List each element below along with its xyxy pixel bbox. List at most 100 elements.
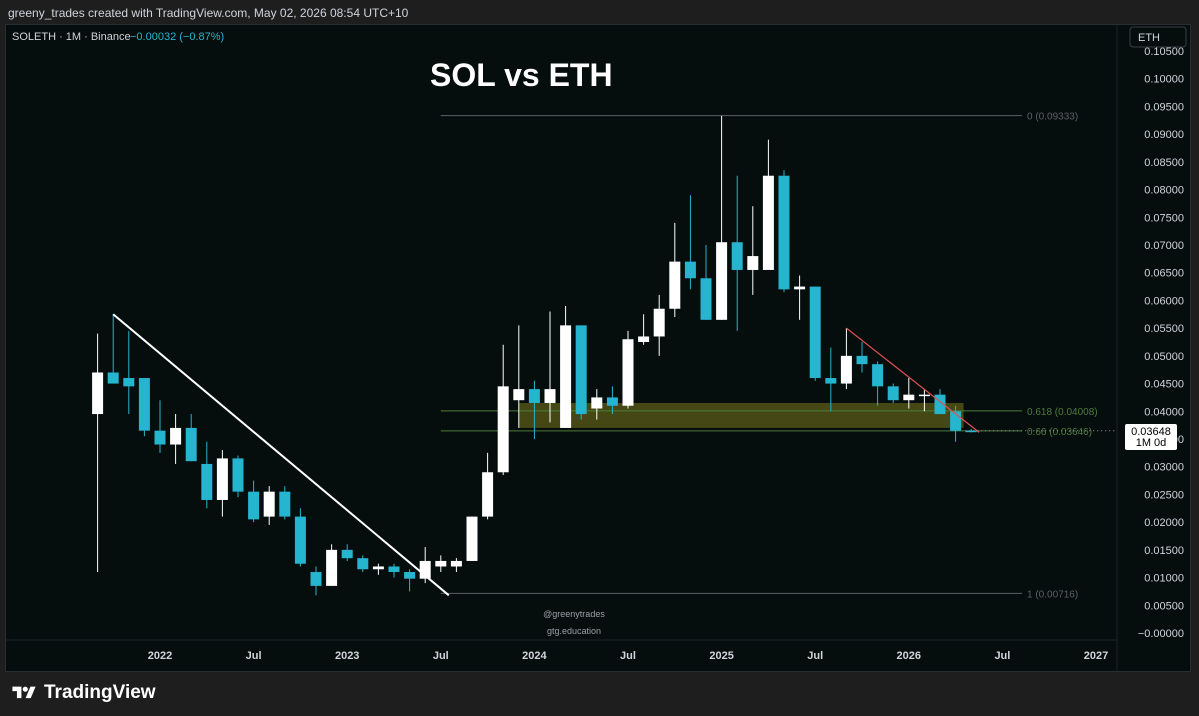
x-tick-label: 2023	[335, 650, 359, 662]
candle	[482, 452, 494, 520]
candle-body	[497, 386, 509, 473]
candle-body	[950, 411, 962, 431]
y-tick-label: 0.09500	[1144, 101, 1184, 113]
candle	[731, 175, 743, 331]
candle-body	[107, 372, 119, 384]
candle	[622, 330, 634, 409]
y-tick-label: 0.02500	[1144, 489, 1184, 501]
candle-body	[872, 364, 884, 387]
y-tick-label: 0.05500	[1144, 323, 1184, 335]
watermark-handle: @greenytrades	[543, 609, 605, 619]
fib-level-label: 0 (0.09333)	[1027, 112, 1078, 123]
candle	[887, 383, 899, 403]
candle	[466, 516, 478, 561]
candle-body	[92, 372, 104, 415]
tradingview-logo-icon	[12, 686, 36, 699]
tradingview-logo[interactable]: TradingView	[10, 682, 156, 704]
candle	[669, 222, 681, 318]
candle-body	[716, 242, 728, 320]
candle-body	[123, 378, 135, 387]
y-tick-label: 0.05000	[1144, 351, 1184, 363]
candle-body	[825, 378, 837, 384]
candle	[154, 400, 166, 453]
currency-button[interactable]: ETH	[1129, 26, 1187, 48]
candle-body	[388, 566, 400, 573]
x-axis[interactable]: 2022 Jul 2023 Jul 2024 Jul 2025 Jul 2026 Jul 2027	[148, 650, 1108, 662]
y-tick-label: −0.00000	[1138, 628, 1184, 640]
candle-body	[248, 491, 260, 520]
candle	[965, 429, 977, 433]
candle-body	[934, 394, 946, 415]
y-tick-label: 0.06500	[1144, 268, 1184, 280]
candle-body	[856, 355, 868, 365]
creator-line: greeny_trades created with TradingView.c…	[8, 6, 409, 20]
watermark-site: gtg.education	[547, 626, 601, 636]
y-tick-label: 0.02000	[1144, 517, 1184, 529]
candle	[92, 333, 104, 573]
candle	[326, 544, 338, 586]
candle-body	[700, 278, 712, 320]
candle	[513, 325, 525, 428]
x-tick-label: Jul	[620, 650, 636, 662]
candle-body	[560, 325, 572, 428]
y-tick-label: 0.08000	[1144, 185, 1184, 197]
fib-level-label: 0.618 (0.04008)	[1027, 407, 1098, 418]
candle	[747, 206, 759, 295]
candle	[606, 386, 618, 415]
candle-body	[310, 572, 322, 586]
candle	[794, 275, 806, 320]
y-axis[interactable]: 0.10500 0.10000 0.09500 0.09000 0.08500 0.080…	[1138, 46, 1184, 640]
candles	[92, 115, 977, 596]
candle	[528, 380, 540, 439]
header-bar: greeny_trades created with TradingView.c…	[0, 0, 1199, 24]
candle-body	[762, 175, 774, 270]
overlay-title: SOL vs ETH	[430, 57, 613, 93]
candle-body	[794, 286, 806, 290]
candle-body	[513, 389, 525, 401]
x-tick-label: Jul	[807, 650, 823, 662]
candle	[716, 115, 728, 320]
candle-body	[544, 389, 556, 403]
candle-body	[154, 430, 166, 445]
candle-body	[575, 325, 587, 415]
footer-bar: TradingView	[0, 672, 1199, 716]
y-tick-label: 0.07500	[1144, 212, 1184, 224]
candle	[216, 450, 228, 517]
candle	[809, 286, 821, 381]
candle-body	[809, 286, 821, 379]
candle	[778, 170, 790, 293]
candle	[762, 139, 774, 270]
candle	[591, 389, 603, 420]
candle	[107, 314, 119, 384]
chart-frame[interactable]: SOLETH · 1M · Binance −0.00032 (−0.87%) …	[5, 24, 1191, 672]
candle-body	[216, 458, 228, 500]
candle-body	[887, 386, 899, 401]
candlestick-chart[interactable]: SOLETH · 1M · Binance −0.00032 (−0.87%) …	[6, 25, 1190, 671]
y-tick-label: 0.10000	[1144, 74, 1184, 86]
candle-body	[326, 549, 338, 586]
trendlines[interactable]	[112, 313, 1117, 597]
candle	[872, 361, 884, 406]
candle	[575, 325, 587, 420]
candle	[450, 558, 462, 573]
candle-body	[482, 472, 494, 517]
candle-body	[232, 458, 244, 492]
candle	[497, 344, 509, 476]
candle-body	[404, 572, 416, 579]
candle	[700, 245, 712, 320]
x-tick-label: Jul	[994, 650, 1010, 662]
candle-body	[263, 491, 275, 517]
fibonacci-retracement[interactable]: 0 (0.09333) 0.618 (0.04008) 0.66 (0.03646)…	[440, 112, 1098, 601]
candle-body	[622, 339, 634, 406]
candle	[138, 378, 150, 437]
candle	[435, 555, 447, 573]
y-tick-label: 0.08500	[1144, 157, 1184, 169]
candle	[903, 378, 915, 409]
candle	[856, 342, 868, 373]
candle	[404, 569, 416, 592]
candle	[840, 328, 852, 390]
candle	[310, 566, 322, 596]
candle	[544, 311, 556, 423]
candle-body	[372, 566, 384, 570]
candle	[560, 305, 572, 428]
